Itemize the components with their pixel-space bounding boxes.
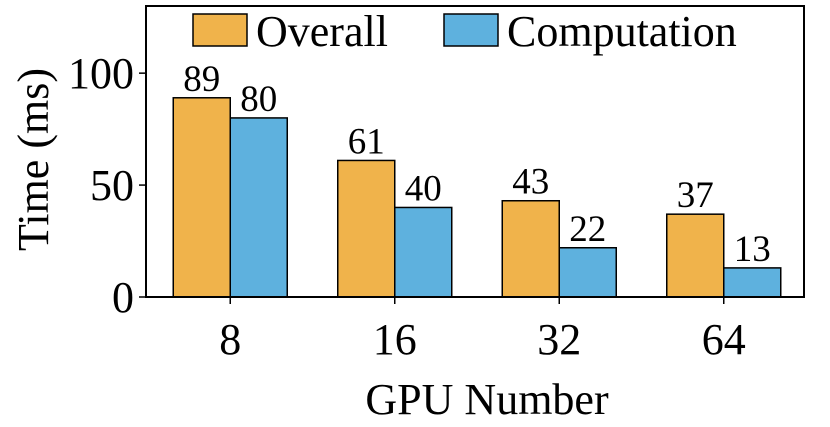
data-label-computation-8: 80 — [240, 79, 277, 120]
data-label-overall-16: 61 — [348, 121, 385, 162]
axis-ticks-group: 8 16 32 64 0 50 100 — [68, 49, 746, 364]
x-tick-label-8: 8 — [219, 315, 241, 364]
data-label-computation-16: 40 — [405, 168, 442, 209]
y-tick-label-0: 0 — [112, 273, 134, 322]
x-tick-label-16: 16 — [373, 315, 417, 364]
bar-computation-8 — [229, 117, 288, 298]
data-labels-group: 89 80 61 40 43 22 37 13 — [183, 59, 771, 270]
data-label-computation-32: 22 — [569, 209, 606, 250]
bars-group — [172, 97, 782, 298]
bar-overall-8 — [172, 97, 231, 298]
plot-frame — [145, 5, 805, 298]
legend-swatch-overall — [192, 13, 248, 47]
x-tick-label-32: 32 — [537, 315, 581, 364]
data-label-overall-8: 89 — [183, 59, 220, 100]
y-tick-label-50: 50 — [90, 161, 134, 210]
bar-overall-16 — [337, 159, 396, 298]
data-label-computation-64: 13 — [734, 229, 771, 270]
bar-computation-16 — [394, 206, 453, 298]
legend: Overall Computation — [192, 7, 737, 56]
bar-computation-64 — [723, 267, 782, 298]
y-tick-label-100: 100 — [68, 49, 134, 98]
bar-computation-32 — [558, 247, 617, 298]
data-label-overall-32: 43 — [512, 162, 549, 203]
legend-label-computation: Computation — [507, 7, 737, 56]
legend-swatch-computation — [443, 13, 499, 47]
bar-overall-64 — [666, 213, 725, 298]
bar-overall-32 — [501, 199, 560, 298]
x-tick-label-64: 64 — [702, 315, 746, 364]
legend-label-overall: Overall — [256, 7, 388, 56]
x-axis-label: GPU Number — [365, 375, 609, 424]
data-label-overall-64: 37 — [677, 175, 714, 216]
y-axis-label: Time (ms) — [9, 68, 58, 251]
